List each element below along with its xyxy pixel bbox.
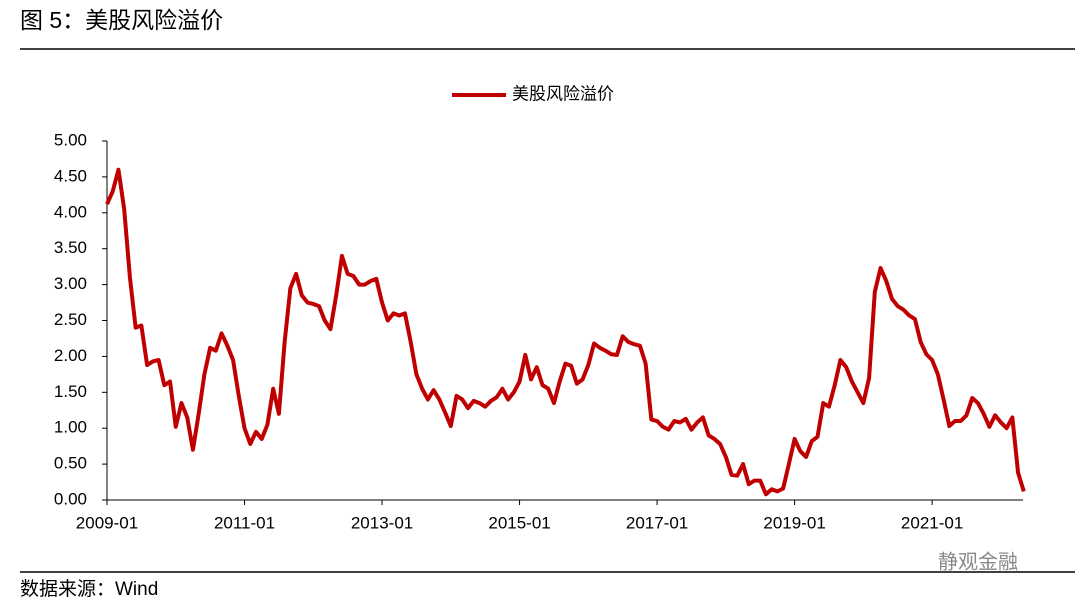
x-tick-label: 2011-01 <box>214 513 275 532</box>
x-tick-label: 2009-01 <box>76 513 138 532</box>
x-tick-label: 2021-01 <box>901 513 963 532</box>
x-tick-label: 2017-01 <box>626 513 688 532</box>
y-tick-label: 0.50 <box>54 454 87 473</box>
y-tick-label: 4.00 <box>54 202 87 221</box>
y-tick-label: 3.50 <box>54 238 87 257</box>
x-tick-label: 2015-01 <box>488 513 550 532</box>
y-tick-label: 4.50 <box>54 166 87 185</box>
x-tick-label: 2019-01 <box>763 513 825 532</box>
source-note: 数据来源：Wind <box>20 578 158 600</box>
watermark: 静观金融 <box>938 550 1018 573</box>
legend-label: 美股风险溢价 <box>512 84 614 103</box>
y-tick-label: 1.50 <box>54 382 87 401</box>
data-line <box>105 167 1026 497</box>
y-tick-label: 5.00 <box>54 130 87 149</box>
y-tick-label: 2.00 <box>54 346 87 365</box>
page-title: 图 5：美股风险溢价 <box>20 7 223 33</box>
y-tick-label: 0.00 <box>54 489 87 508</box>
x-tick-label: 2013-01 <box>351 513 413 532</box>
y-tick-label: 1.00 <box>54 418 87 437</box>
y-tick-label: 2.50 <box>54 310 87 329</box>
y-tick-label: 3.00 <box>54 274 87 293</box>
